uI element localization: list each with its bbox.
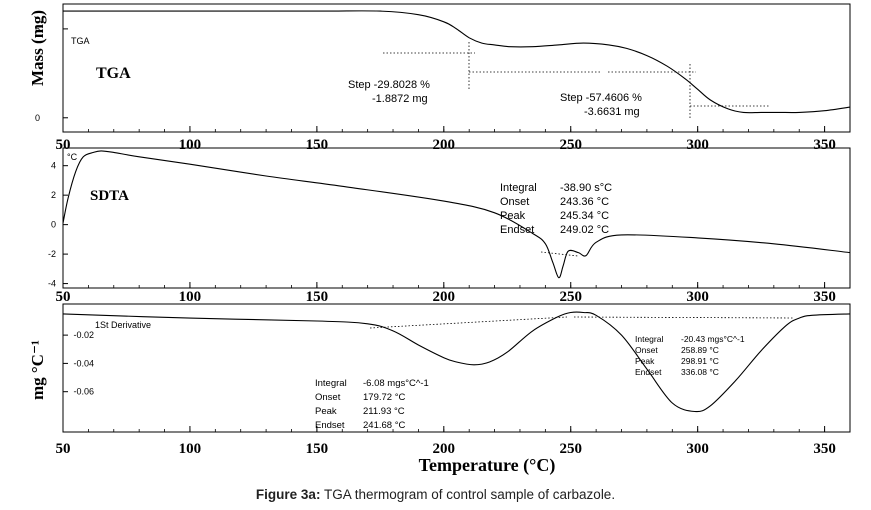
sdta-x-tick-label: 300 <box>686 289 709 305</box>
sdta-x-tick-label: 350 <box>813 289 836 305</box>
tga-x-tick-label: 300 <box>686 137 709 153</box>
sdta-annotation-key: Peak <box>500 210 526 222</box>
figure-caption-label: Figure 3a: <box>255 487 321 502</box>
sdta-baseline-construction <box>540 251 579 257</box>
thermogram-figure: Mass (mg) mg °C⁻¹ Temperature (°C) TGA S… <box>28 3 851 476</box>
sdta-x-tick-label: 200 <box>433 289 456 305</box>
derivative-annotation-key: Integral <box>315 378 347 389</box>
derivative-annotation-key: Peak <box>635 356 655 366</box>
derivative-annotation-value: 211.93 °C <box>363 406 405 417</box>
figure-caption: Figure 3a: TGA thermogram of control sam… <box>0 487 871 502</box>
tga-series-line <box>62 10 851 114</box>
sdta-x-tick-label: 50 <box>56 289 71 305</box>
derivative-y-tick-label: -0.06 <box>73 387 94 397</box>
derivative-annotation-value: 298.91 °C <box>681 356 719 366</box>
derivative-annotation-value: -6.08 mgs°C^-1 <box>363 378 429 389</box>
tga-x-tick-label: 200 <box>433 137 456 153</box>
tga-annotation-text: -1.8872 mg <box>372 93 428 105</box>
derivative-x-tick-label: 50 <box>56 441 71 457</box>
derivative-y-tick-label: -0.02 <box>73 330 94 340</box>
derivative-curve-label: 1St Derivative <box>95 320 151 330</box>
derivative-annotation-key: Peak <box>315 406 337 417</box>
sdta-annotation-key: Integral <box>500 182 537 194</box>
sdta-x-tick-label: 150 <box>306 289 329 305</box>
sdta-unit-label: °C <box>67 152 78 162</box>
sdta-y-tick-label: 0 <box>51 220 56 230</box>
derivative-x-tick-label: 200 <box>433 441 456 457</box>
tga-y-tick-label: 0 <box>35 113 40 123</box>
derivative-x-tick-label: 100 <box>179 441 202 457</box>
sdta-series-line <box>62 150 851 279</box>
tga-annotation-text: Step -29.8028 % <box>348 79 430 91</box>
tga-annotation-text: -3.6631 mg <box>584 106 640 118</box>
sdta-annotation-value: 243.36 °C <box>560 196 609 208</box>
tga-annotation-text: Step -57.4606 % <box>560 92 642 104</box>
derivative-y-axis-label: mg °C⁻¹ <box>28 340 47 400</box>
sdta-annotation-key: Endset <box>500 224 534 236</box>
derivative-annotation-value: 258.89 °C <box>681 345 719 355</box>
sdta-annotation-value: 245.34 °C <box>560 210 609 222</box>
tga-plot-frame <box>62 3 851 133</box>
sdta-y-tick-label: 2 <box>51 190 56 200</box>
tga-y-axis-label: Mass (mg) <box>28 10 47 86</box>
sdta-x-tick-label: 250 <box>559 289 582 305</box>
tga-x-tick-label: 50 <box>56 137 71 153</box>
derivative-annotation-key: Onset <box>635 345 658 355</box>
derivative-baseline-construction <box>369 316 794 329</box>
sdta-x-tick-label: 100 <box>179 289 202 305</box>
sdta-y-tick-label: -4 <box>48 279 56 289</box>
figure-caption-text: TGA thermogram of control sample of carb… <box>320 487 616 502</box>
derivative-annotation-value: 179.72 °C <box>363 392 405 403</box>
tga-x-tick-label: 250 <box>559 137 582 153</box>
tga-panel-title: TGA <box>96 65 131 82</box>
tga-x-tick-label: 350 <box>813 137 836 153</box>
tga-curve-label: TGA <box>71 36 90 46</box>
sdta-y-tick-label: 4 <box>51 161 56 171</box>
tga-x-tick-label: 100 <box>179 137 202 153</box>
derivative-y-tick-label: -0.04 <box>73 358 94 368</box>
derivative-series-line <box>62 311 851 413</box>
derivative-x-tick-label: 150 <box>306 441 329 457</box>
sdta-annotation-key: Onset <box>500 196 529 208</box>
derivative-plot-frame <box>62 303 851 433</box>
derivative-x-tick-label: 350 <box>813 441 836 457</box>
derivative-annotation-key: Integral <box>635 334 663 344</box>
tga-step-construction-lines <box>383 42 770 118</box>
derivative-annotation-value: 241.68 °C <box>363 420 405 431</box>
derivative-annotation-key: Endset <box>315 420 345 431</box>
sdta-plot-frame <box>62 147 851 289</box>
derivative-x-tick-label: 300 <box>686 441 709 457</box>
tga-x-tick-label: 150 <box>306 137 329 153</box>
sdta-panel-title: SDTA <box>90 188 129 204</box>
x-axis-label: Temperature (°C) <box>419 455 556 476</box>
derivative-annotation-key: Endset <box>635 367 662 377</box>
derivative-annotation-value: -20.43 mgs°C^-1 <box>681 334 745 344</box>
derivative-annotation-key: Onset <box>315 392 341 403</box>
sdta-annotation-value: 249.02 °C <box>560 224 609 236</box>
sdta-y-tick-label: -2 <box>48 249 56 259</box>
derivative-annotation-value: 336.08 °C <box>681 367 719 377</box>
tga-y-tick-label: 5 <box>35 24 40 34</box>
sdta-annotation-value: -38.90 s°C <box>560 182 612 194</box>
derivative-x-tick-label: 250 <box>559 441 582 457</box>
